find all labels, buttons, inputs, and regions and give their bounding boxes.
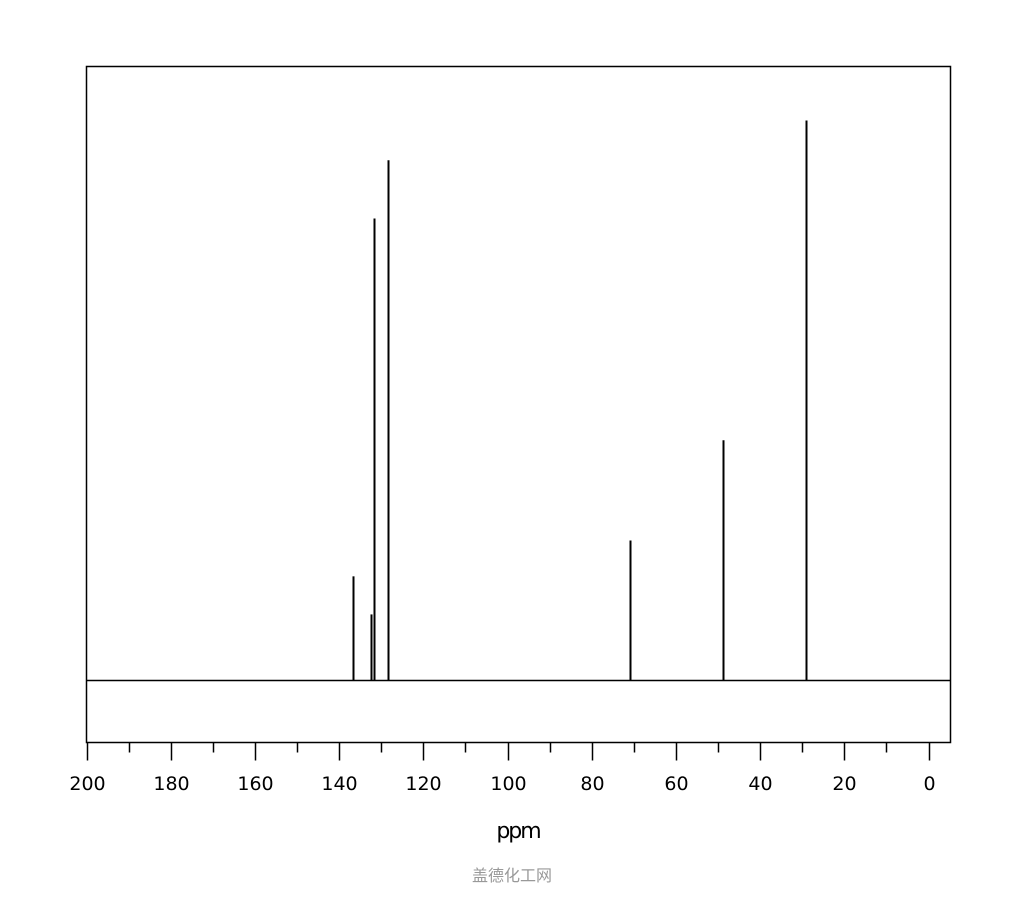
tick-label-200: 200 (69, 773, 105, 795)
tick-label-20: 20 (832, 773, 856, 795)
peaks-group (352, 120, 808, 681)
tick-label-180: 180 (153, 773, 189, 795)
watermark: 盖德化工网 (471, 866, 552, 885)
tick-label-120: 120 (405, 773, 441, 795)
tick-label-0: 0 (923, 773, 935, 795)
tick-label-40: 40 (748, 773, 772, 795)
tick-label-80: 80 (580, 773, 604, 795)
x-axis-ticks (86, 742, 931, 761)
x-axis-tick-labels: 200 180 160 140 120 100 80 60 40 20 0 (69, 773, 935, 795)
plot-frame (85, 65, 952, 744)
tick-label-140: 140 (321, 773, 357, 795)
tick-label-60: 60 (664, 773, 688, 795)
tick-label-100: 100 (490, 773, 526, 795)
tick-label-160: 160 (237, 773, 273, 795)
x-axis-title: ppm (496, 819, 540, 844)
